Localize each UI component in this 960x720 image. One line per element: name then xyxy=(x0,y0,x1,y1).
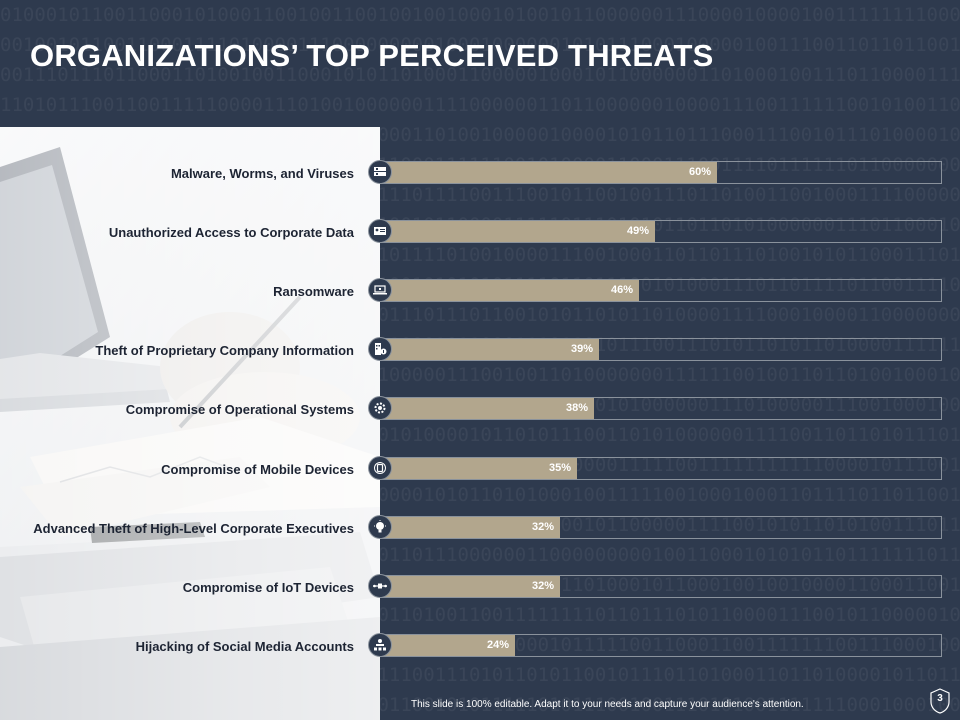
footer-note: This slide is 100% editable. Adapt it to… xyxy=(411,699,804,710)
bar-fill xyxy=(381,635,515,656)
bar-fill xyxy=(381,458,577,479)
category-label: Malware, Worms, and Viruses xyxy=(170,165,354,181)
category-label: Ransomware xyxy=(273,283,354,299)
bar-fill xyxy=(381,280,639,301)
page-number-badge-icon xyxy=(930,688,950,714)
page-number: 3 xyxy=(937,693,943,704)
bar-track: 32% xyxy=(380,516,942,539)
category-label: Advanced Theft of High-Level Corporate E… xyxy=(33,520,354,536)
category-label: Hijacking of Social Media Accounts xyxy=(135,638,354,654)
building-id-icon xyxy=(368,337,392,361)
value-label: 38% xyxy=(565,402,588,414)
bar-fill xyxy=(381,221,655,242)
iot-node-icon xyxy=(368,574,392,598)
social-network-icon xyxy=(368,633,392,657)
value-label: 39% xyxy=(570,343,593,355)
bar-track: 35% xyxy=(380,457,942,480)
value-label: 32% xyxy=(531,521,554,533)
category-label: Compromise of IoT Devices xyxy=(182,579,354,595)
value-label: 35% xyxy=(548,462,571,474)
id-card-icon xyxy=(368,219,392,243)
gear-icon xyxy=(368,396,392,420)
bar-fill xyxy=(381,162,717,183)
bar-track: 24% xyxy=(380,634,942,657)
laptop-photo-panel xyxy=(0,127,380,720)
bar-track: 38% xyxy=(380,397,942,420)
server-bug-icon xyxy=(368,160,392,184)
page-title: ORGANIZATIONS’ TOP PERCEIVED THREATS xyxy=(30,38,714,73)
category-label: Compromise of Mobile Devices xyxy=(161,461,354,477)
value-label: 60% xyxy=(688,166,711,178)
bar-fill xyxy=(381,576,560,597)
bar-track: 60% xyxy=(380,161,942,184)
bar-fill xyxy=(381,339,599,360)
value-label: 32% xyxy=(531,580,554,592)
executive-bulb-icon xyxy=(368,515,392,539)
laptop-lock-icon xyxy=(368,278,392,302)
bar-track: 49% xyxy=(380,220,942,243)
value-label: 49% xyxy=(626,225,649,237)
value-label: 24% xyxy=(486,639,509,651)
bar-fill xyxy=(381,517,560,538)
bar-track: 32% xyxy=(380,575,942,598)
bar-track: 46% xyxy=(380,279,942,302)
bar-track: 39% xyxy=(380,338,942,361)
bar-fill xyxy=(381,398,594,419)
mobile-devices-icon xyxy=(368,456,392,480)
value-label: 46% xyxy=(610,284,633,296)
category-label: Compromise of Operational Systems xyxy=(125,401,354,417)
category-label: Unauthorized Access to Corporate Data xyxy=(108,224,354,240)
category-label: Theft of Proprietary Company Information xyxy=(95,342,354,358)
